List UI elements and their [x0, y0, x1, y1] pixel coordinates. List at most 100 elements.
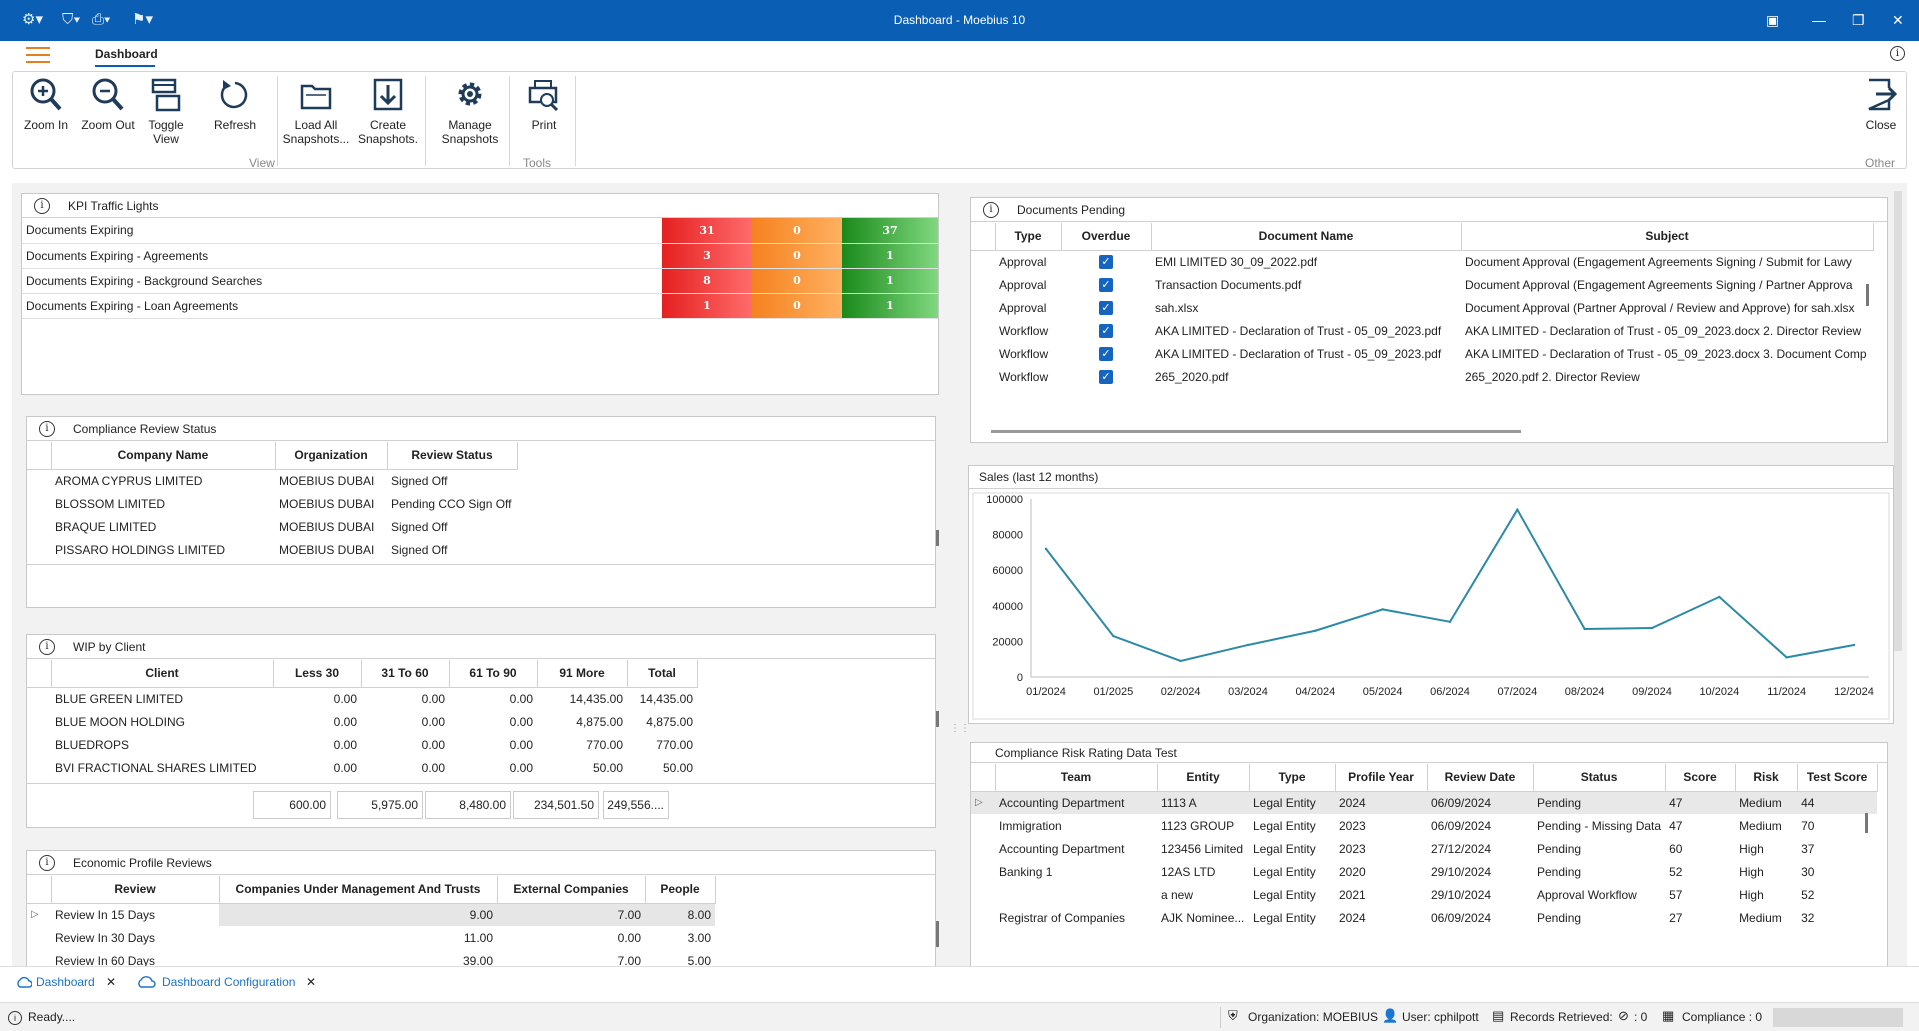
overdue-checkbox[interactable]: ✓: [1099, 277, 1113, 292]
row-indicator[interactable]: [27, 756, 51, 779]
overdue-checkbox[interactable]: ✓: [1099, 346, 1113, 361]
page-scrollbar-track[interactable]: [1894, 191, 1902, 651]
vertical-scrollbar[interactable]: [936, 921, 939, 947]
column-header[interactable]: Risk: [1735, 764, 1798, 792]
vertical-scrollbar[interactable]: [936, 530, 939, 546]
column-header[interactable]: Review Status: [387, 442, 518, 470]
row-indicator[interactable]: [971, 365, 995, 388]
row-indicator[interactable]: [27, 710, 51, 733]
overdue-cell[interactable]: ✓: [1061, 365, 1151, 388]
column-header[interactable]: Review Date: [1427, 764, 1534, 792]
column-header[interactable]: Subject: [1461, 223, 1874, 251]
row-indicator[interactable]: [971, 883, 995, 906]
close-window-button[interactable]: ✕: [1892, 12, 1904, 28]
table-row[interactable]: Immigration 1123 GROUP Legal Entity 2023 06/…: [971, 814, 1877, 837]
close-tab-icon[interactable]: ✕: [105, 975, 116, 989]
row-indicator[interactable]: [971, 837, 995, 860]
close-button[interactable]: Close: [1861, 76, 1901, 132]
table-row[interactable]: Review In 60 Days 39.00 7.00 5.00: [27, 949, 715, 967]
column-header[interactable]: Team: [995, 764, 1158, 792]
column-header[interactable]: Client: [51, 660, 274, 688]
row-indicator[interactable]: ▷: [975, 797, 983, 809]
table-row[interactable]: Approval ✓ EMI LIMITED 30_09_2022.pdf Docum…: [971, 250, 1873, 273]
load-all-snapshots-button[interactable]: Load All Snapshots...: [281, 76, 351, 146]
zoom-in-button[interactable]: Zoom In: [21, 76, 71, 132]
column-header[interactable]: 31 To 60: [361, 660, 450, 688]
table-row[interactable]: ▷ Review In 15 Days 9.00 7.00 8.00: [27, 903, 715, 926]
row-indicator[interactable]: [27, 538, 51, 561]
restore-button[interactable]: ❐: [1852, 12, 1865, 28]
app-menu-icon[interactable]: ⚙▾: [22, 11, 43, 28]
overdue-cell[interactable]: ✓: [1061, 319, 1151, 342]
print-button[interactable]: Print: [519, 76, 569, 132]
column-header[interactable]: People: [645, 876, 716, 904]
table-row[interactable]: BLOSSOM LIMITED MOEBIUS DUBAI Pending CCO …: [27, 492, 517, 515]
table-row[interactable]: AROMA CYPRUS LIMITED MOEBIUS DUBAI Signed …: [27, 469, 517, 492]
table-row[interactable]: BLUE GREEN LIMITED 0.00 0.00 0.00 14,435.00 1…: [27, 687, 697, 710]
column-header[interactable]: Document Name: [1151, 223, 1462, 251]
row-indicator[interactable]: [971, 814, 995, 837]
vertical-scrollbar[interactable]: [1865, 813, 1868, 833]
overdue-checkbox[interactable]: ✓: [1099, 255, 1113, 270]
row-indicator[interactable]: ▷: [31, 909, 39, 921]
refresh-button[interactable]: Refresh: [209, 76, 261, 132]
column-header[interactable]: Type: [1249, 764, 1336, 792]
info-icon[interactable]: i: [39, 639, 55, 655]
column-header[interactable]: Type: [995, 223, 1062, 251]
tab-dashboard-bottom[interactable]: Dashboard ✕: [12, 971, 122, 993]
column-header[interactable]: Test Score: [1797, 764, 1878, 792]
layout-icon[interactable]: ▣: [1766, 12, 1780, 28]
table-row[interactable]: Workflow ✓ AKA LIMITED - Declaration of Tr…: [971, 342, 1873, 365]
kpi-row[interactable]: Documents Expiring - Background Searches…: [22, 268, 938, 294]
info-icon[interactable]: i: [1890, 46, 1905, 61]
minimize-button[interactable]: —: [1812, 12, 1826, 28]
column-header[interactable]: 91 More: [537, 660, 628, 688]
bookmark-icon[interactable]: ⚑▾: [132, 11, 153, 28]
manage-snapshots-button[interactable]: Manage Snapshots: [435, 76, 505, 146]
row-indicator[interactable]: [971, 319, 995, 342]
kpi-row[interactable]: Documents Expiring - Loan Agreements 1 0 1: [22, 293, 938, 319]
overdue-cell[interactable]: ✓: [1061, 273, 1151, 296]
info-icon[interactable]: i: [39, 421, 55, 437]
row-indicator[interactable]: [971, 342, 995, 365]
row-indicator[interactable]: [27, 926, 51, 949]
row-indicator[interactable]: [27, 469, 51, 492]
column-header[interactable]: Overdue: [1061, 223, 1152, 251]
table-row[interactable]: Workflow ✓ 265_2020.pdf 265_2020.pdf 2. Dir…: [971, 365, 1873, 388]
table-row[interactable]: BRAQUE LIMITED MOEBIUS DUBAI Signed Off: [27, 515, 517, 538]
column-header[interactable]: Organization: [275, 442, 388, 470]
row-indicator[interactable]: [971, 906, 995, 929]
overdue-checkbox[interactable]: ✓: [1099, 369, 1113, 384]
splitter-grip[interactable]: ⋮⋮: [950, 723, 970, 734]
table-row[interactable]: Workflow ✓ AKA LIMITED - Declaration of Tr…: [971, 319, 1873, 342]
table-row[interactable]: Registrar of Companies AJK Nominee... Lega…: [971, 906, 1877, 929]
row-indicator[interactable]: [27, 733, 51, 756]
overdue-checkbox[interactable]: ✓: [1099, 300, 1113, 315]
row-indicator[interactable]: [971, 250, 995, 273]
row-indicator[interactable]: [971, 296, 995, 319]
column-header[interactable]: Less 30: [273, 660, 362, 688]
printer-icon[interactable]: ⎙▾: [92, 11, 111, 28]
vertical-scrollbar[interactable]: [936, 711, 939, 727]
row-indicator[interactable]: [27, 949, 51, 966]
table-row[interactable]: BVI FRACTIONAL SHARES LIMITED 0.00 0.00 0.0…: [27, 756, 697, 779]
column-header[interactable]: Score: [1665, 764, 1736, 792]
horizontal-scrollbar[interactable]: [991, 430, 1521, 433]
column-header[interactable]: External Companies: [497, 876, 646, 904]
column-header[interactable]: Review: [51, 876, 220, 904]
row-indicator[interactable]: [27, 515, 51, 538]
create-snapshots-button[interactable]: Create Snapshots.: [355, 76, 421, 146]
vertical-scrollbar[interactable]: [1866, 284, 1869, 306]
kpi-row[interactable]: Documents Expiring 31 0 37: [22, 218, 938, 244]
table-row[interactable]: a new Legal Entity 2021 29/10/2024 Approval …: [971, 883, 1877, 906]
close-tab-icon[interactable]: ✕: [305, 975, 316, 989]
overdue-cell[interactable]: ✓: [1061, 342, 1151, 365]
table-row[interactable]: Review In 30 Days 11.00 0.00 3.00: [27, 926, 715, 949]
column-header[interactable]: 61 To 90: [449, 660, 538, 688]
hamburger-menu-icon[interactable]: [26, 47, 50, 63]
row-indicator[interactable]: [27, 687, 51, 710]
row-indicator[interactable]: [971, 273, 995, 296]
overdue-cell[interactable]: ✓: [1061, 250, 1151, 273]
table-row[interactable]: Approval ✓ sah.xlsx Document Approval (Part…: [971, 296, 1873, 319]
info-icon[interactable]: i: [34, 198, 50, 214]
